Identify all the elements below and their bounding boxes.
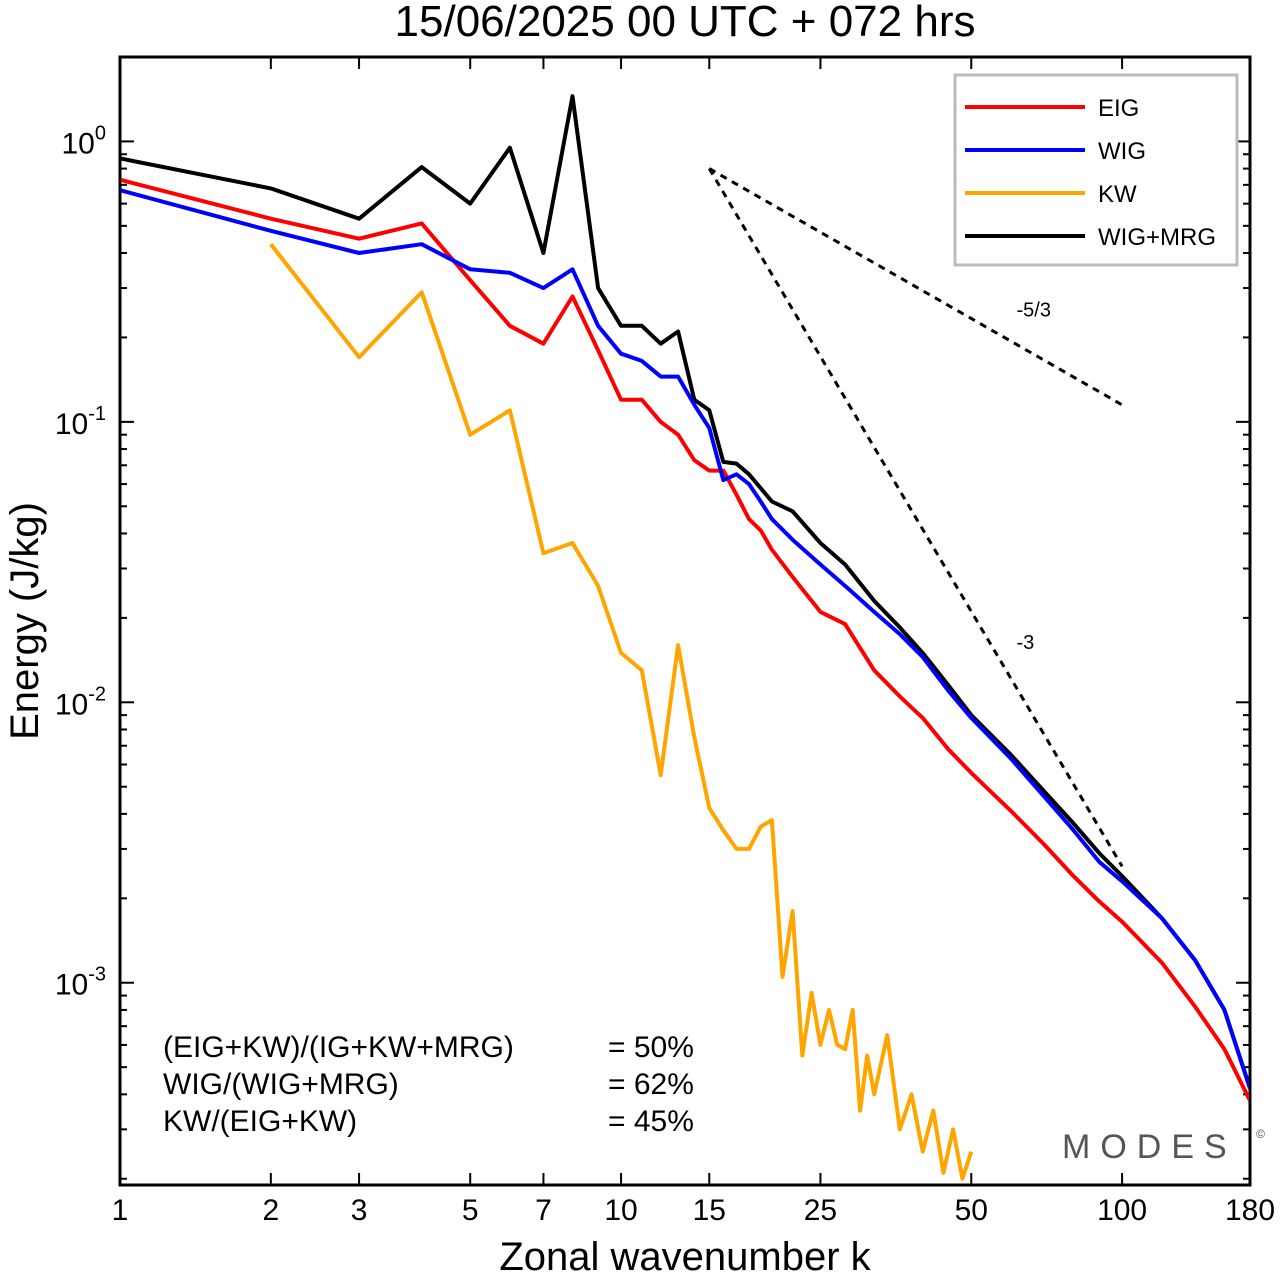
y-axis-label: Energy (J/kg) xyxy=(3,502,47,740)
reference-line-label: -5/3 xyxy=(1017,300,1051,322)
modes-watermark-text: MODES xyxy=(1062,1128,1237,1166)
x-tick-label: 15 xyxy=(693,1194,726,1227)
x-tick-label: 10 xyxy=(604,1194,637,1227)
x-tick-label: 1 xyxy=(112,1194,129,1227)
stat-label: KW/(EIG+KW) xyxy=(163,1105,357,1138)
modes-watermark: MODES © xyxy=(1062,1127,1265,1166)
copyright-mark: © xyxy=(1256,1127,1265,1141)
x-tick-label: 5 xyxy=(462,1194,479,1227)
reference-line xyxy=(708,167,1123,407)
y-axis-ticks: 100 10-1 10-2 10-3 xyxy=(55,56,1250,1180)
x-axis-ticks: 1 2 3 5 7 10 15 25 50 100 180 xyxy=(112,57,1275,1227)
x-tick-label: 50 xyxy=(955,1194,988,1227)
ratio-statistics: (EIG+KW)/(IG+KW+MRG) = 50% WIG/(WIG+MRG) = … xyxy=(163,1031,694,1138)
stat-value: = 45% xyxy=(608,1105,694,1138)
y-tick-label: 10-2 xyxy=(55,683,106,721)
x-tick-label: 7 xyxy=(535,1194,552,1227)
reference-slope-lines: -5/3 -3 xyxy=(707,167,1124,868)
legend-label: KW xyxy=(1098,181,1137,208)
x-tick-label: 3 xyxy=(351,1194,368,1227)
x-tick-label: 100 xyxy=(1097,1194,1147,1227)
y-tick-label: 10-3 xyxy=(55,964,106,1002)
y-tick-label: 100 xyxy=(62,122,107,160)
series-line-eig xyxy=(121,177,1249,1102)
y-tick-label: 10-1 xyxy=(55,403,106,441)
legend-label: WIG+MRG xyxy=(1098,224,1216,251)
series-line-kw xyxy=(269,242,974,1181)
series-line-wig xyxy=(121,188,1249,1090)
x-tick-label: 25 xyxy=(804,1194,837,1227)
x-axis-label: Zonal wavenumber k xyxy=(499,1235,871,1279)
stat-label: WIG/(WIG+MRG) xyxy=(163,1068,399,1101)
legend-label: EIG xyxy=(1098,95,1139,122)
plot-frame xyxy=(118,55,1252,1187)
stat-label: (EIG+KW)/(IG+KW+MRG) xyxy=(163,1031,514,1064)
reference-line xyxy=(707,167,1124,868)
stat-value: = 50% xyxy=(608,1031,694,1064)
x-tick-label: 2 xyxy=(262,1194,279,1227)
stat-value: = 62% xyxy=(608,1068,694,1101)
legend: EIG WIG KW WIG+MRG xyxy=(953,73,1239,267)
legend-label: WIG xyxy=(1098,138,1146,165)
series-line-wig-mrg xyxy=(121,94,1249,1090)
data-series xyxy=(121,94,1249,1181)
x-tick-label: 180 xyxy=(1225,1194,1275,1227)
reference-line-label: -3 xyxy=(1017,632,1035,654)
chart-title: 15/06/2025 00 UTC + 072 hrs xyxy=(395,0,976,46)
